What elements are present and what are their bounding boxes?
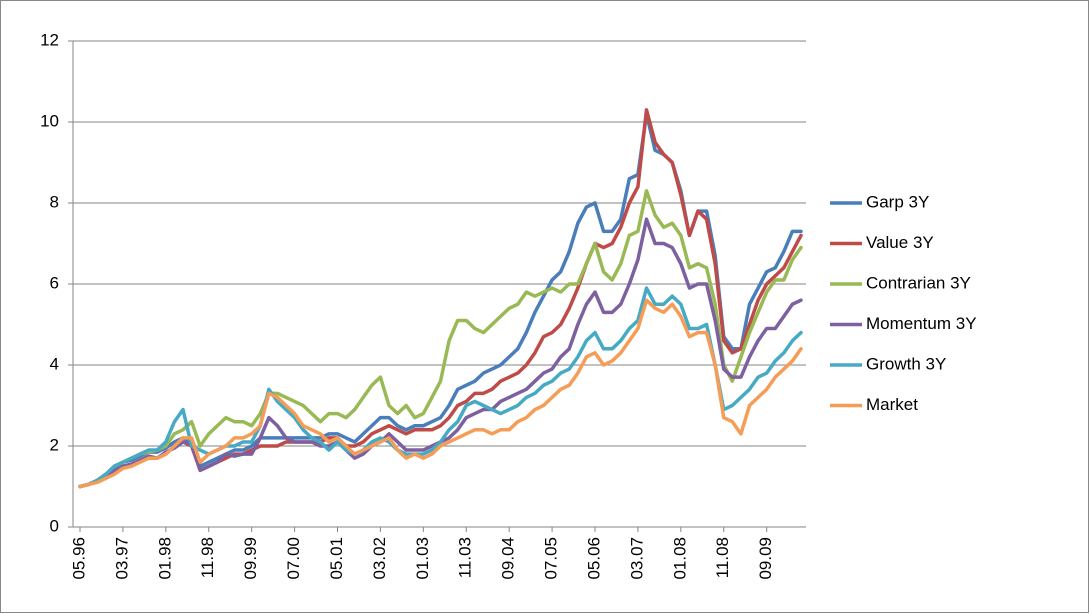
series-line xyxy=(78,298,803,489)
x-tick-label: 01.03 xyxy=(413,537,432,580)
x-tick-label: 05.01 xyxy=(327,537,346,580)
x-tick-label: 03.02 xyxy=(370,537,389,580)
legend-label: Momentum 3Y xyxy=(866,314,977,333)
y-tick-label: 8 xyxy=(50,192,59,211)
legend-label: Garp 3Y xyxy=(866,192,929,211)
legend-label: Contrarian 3Y xyxy=(866,273,971,292)
x-tick-label: 05.96 xyxy=(69,537,88,580)
y-tick-label: 0 xyxy=(50,516,59,535)
x-tick-label: 01.08 xyxy=(670,537,689,580)
legend-label: Value 3Y xyxy=(866,233,934,252)
x-tick-label: 11.03 xyxy=(456,537,475,578)
x-tick-label: 05.06 xyxy=(584,537,603,580)
x-tick-label: 09.09 xyxy=(756,537,775,580)
y-tick-label: 2 xyxy=(50,435,59,454)
series-line xyxy=(78,189,803,489)
x-tick-label: 07.05 xyxy=(542,537,561,580)
legend-label: Growth 3Y xyxy=(866,354,946,373)
x-tick-label: 03.97 xyxy=(112,537,131,580)
legend-label: Market xyxy=(866,395,918,414)
series-line xyxy=(78,286,803,489)
x-tick-label: 01.98 xyxy=(155,537,174,580)
x-tick-label: 09.04 xyxy=(499,537,518,580)
y-tick-label: 6 xyxy=(50,273,59,292)
x-tick-label: 11.98 xyxy=(198,537,217,578)
x-tick-label: 11.08 xyxy=(713,537,732,578)
y-tick-label: 10 xyxy=(40,111,59,130)
y-tick-label: 12 xyxy=(40,30,59,49)
x-tick-label: 09.99 xyxy=(241,537,260,580)
x-tick-label: 03.07 xyxy=(627,537,646,580)
y-tick-label: 4 xyxy=(50,354,59,373)
x-tick-label: 07.00 xyxy=(284,537,303,580)
